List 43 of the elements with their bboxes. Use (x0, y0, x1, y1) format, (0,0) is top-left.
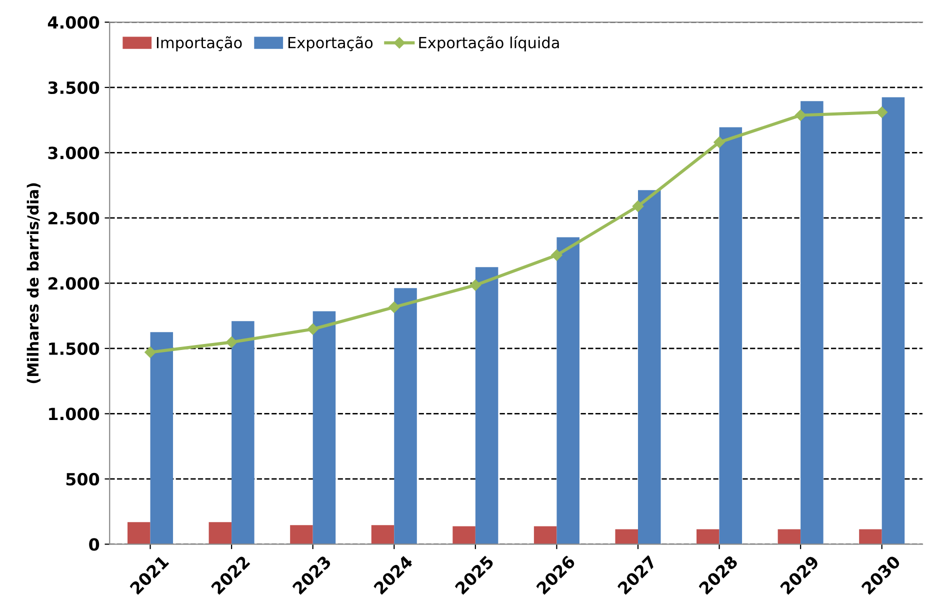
bar (208, 522, 232, 544)
bar (615, 529, 638, 544)
bar (150, 332, 174, 544)
bar (638, 190, 661, 544)
bar (452, 526, 476, 544)
bar (394, 288, 417, 544)
y-tick-label: 1.500 (49, 342, 100, 356)
bar (778, 529, 801, 544)
point (144, 346, 156, 358)
y-tick-label: 3.000 (48, 146, 100, 160)
bar (312, 311, 336, 544)
legend-label: Importação (156, 36, 242, 52)
bar (859, 529, 882, 544)
bar (696, 529, 720, 544)
bar (534, 526, 557, 544)
y-tick-label: 4.000 (48, 16, 100, 29)
point (794, 110, 806, 121)
y-tick-label: 500 (66, 472, 100, 486)
point (226, 336, 238, 348)
bar (371, 525, 394, 544)
point (307, 324, 318, 335)
point (876, 106, 888, 118)
bar (475, 267, 498, 544)
point (632, 200, 644, 212)
point (714, 136, 725, 148)
bar (556, 237, 580, 544)
y-tick-label: 1.000 (49, 408, 100, 420)
bar (882, 97, 905, 544)
point (388, 302, 400, 313)
y-tick-label: 0 (89, 538, 100, 551)
y-tick-label: 3.500 (48, 81, 100, 94)
legend-label: Exportação líquida (419, 36, 559, 52)
y-tick-label: 2.500 (48, 212, 100, 225)
y-tick-label: 2.000 (48, 277, 100, 290)
bar (232, 321, 254, 544)
bar (128, 522, 150, 544)
legend-label: Exportação (288, 36, 373, 52)
bar (800, 101, 824, 544)
bar (290, 525, 313, 544)
bar (719, 127, 742, 544)
y-axis-title: (Milhares de barris/dia) (26, 183, 40, 384)
point (551, 250, 562, 261)
point (470, 280, 482, 291)
